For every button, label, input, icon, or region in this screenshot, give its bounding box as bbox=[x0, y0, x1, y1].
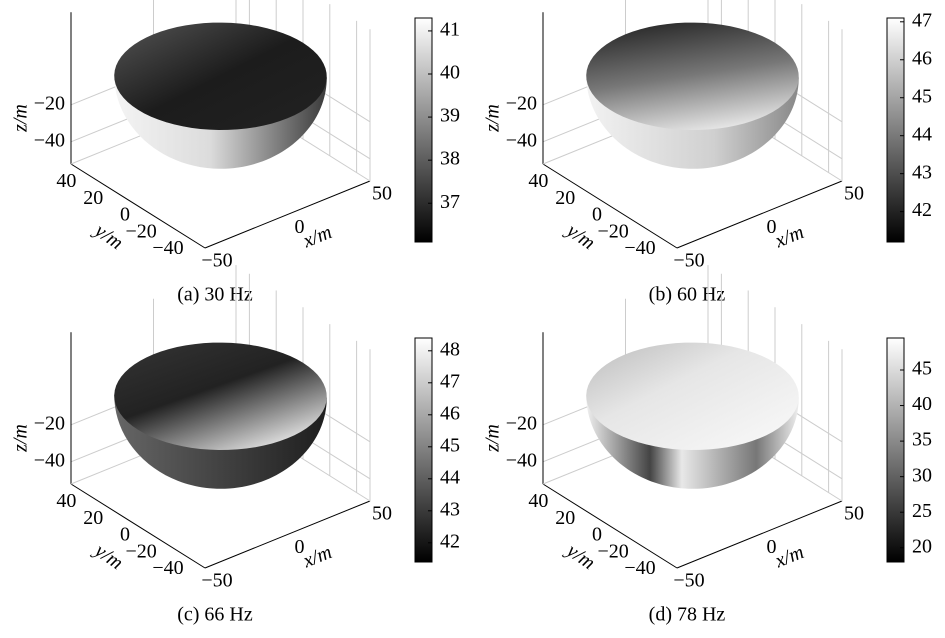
y-tick-label: 0 bbox=[592, 524, 602, 546]
z-tick-label: −40 bbox=[34, 129, 65, 151]
x-tick-label: 0 bbox=[295, 536, 305, 558]
colorbar-tick-label: 43 bbox=[440, 498, 460, 520]
x-tick-label: 50 bbox=[844, 503, 864, 525]
colorbar-tick-label: 46 bbox=[912, 47, 932, 69]
z-tick-label: −20 bbox=[506, 412, 537, 434]
y-axis bbox=[542, 483, 678, 569]
z-tick-label: −40 bbox=[506, 449, 537, 471]
colorbar-tick-label: 42 bbox=[912, 199, 932, 221]
y-tick-label: −20 bbox=[126, 220, 157, 242]
colorbar-tick-label: 38 bbox=[440, 148, 460, 170]
x-tick-label: 0 bbox=[767, 536, 777, 558]
caption: (d) 78 Hz bbox=[649, 604, 726, 626]
y-axis bbox=[70, 163, 206, 249]
x-tick-label: 50 bbox=[844, 183, 864, 205]
x-axis bbox=[676, 180, 843, 249]
z-tick-label: −20 bbox=[34, 412, 65, 434]
colorbar-tick-label: 42 bbox=[440, 530, 460, 552]
z-tick-label: −20 bbox=[34, 92, 65, 114]
colorbar bbox=[886, 17, 905, 243]
x-tick-label: −50 bbox=[673, 570, 704, 592]
y-tick-label: −20 bbox=[598, 540, 629, 562]
y-tick-label: 20 bbox=[555, 187, 575, 209]
colorbar-tick-label: 44 bbox=[912, 123, 932, 145]
colorbar-tick-label: 47 bbox=[440, 370, 460, 392]
x-axis bbox=[204, 500, 371, 569]
colorbar-tick-label: 20 bbox=[912, 535, 932, 557]
x-tick-label: 0 bbox=[767, 216, 777, 238]
colorbar bbox=[414, 337, 433, 563]
caption: (a) 30 Hz bbox=[177, 284, 253, 306]
z-axis-label: z/m bbox=[482, 424, 504, 453]
surface-inner bbox=[586, 22, 799, 131]
surface-inner bbox=[586, 342, 799, 451]
x-tick-label: −50 bbox=[201, 250, 232, 272]
colorbar-tick-label: 44 bbox=[440, 466, 460, 488]
z-tick-label: −20 bbox=[506, 92, 537, 114]
y-tick-label: 20 bbox=[555, 507, 575, 529]
y-tick-label: −40 bbox=[624, 557, 655, 579]
y-tick-label: 0 bbox=[120, 524, 130, 546]
colorbar-tick-label: 45 bbox=[912, 85, 932, 107]
caption: (b) 60 Hz bbox=[649, 284, 726, 306]
z-axis-label: z/m bbox=[10, 104, 32, 133]
z-axis-label: z/m bbox=[482, 104, 504, 133]
colorbar-tick-label: 41 bbox=[440, 19, 460, 41]
surface-inner bbox=[114, 342, 327, 451]
colorbar-tick-label: 25 bbox=[912, 500, 932, 522]
y-tick-label: 40 bbox=[56, 170, 76, 192]
z-tick-label: −40 bbox=[34, 449, 65, 471]
y-tick-label: 20 bbox=[83, 507, 103, 529]
y-tick-label: −40 bbox=[152, 557, 183, 579]
colorbar-tick-label: 30 bbox=[912, 464, 932, 486]
y-axis bbox=[70, 483, 206, 569]
y-tick-label: 40 bbox=[528, 490, 548, 512]
z-tick-label: −40 bbox=[506, 129, 537, 151]
x-tick-label: 0 bbox=[295, 216, 305, 238]
y-axis bbox=[542, 163, 678, 249]
surface-inner bbox=[114, 22, 327, 131]
y-tick-label: 0 bbox=[592, 204, 602, 226]
colorbar-tick-label: 43 bbox=[912, 161, 932, 183]
caption: (c) 66 Hz bbox=[177, 604, 253, 626]
y-tick-label: −40 bbox=[152, 237, 183, 259]
x-tick-label: −50 bbox=[673, 250, 704, 272]
y-tick-label: −20 bbox=[126, 540, 157, 562]
colorbar-tick-label: 40 bbox=[440, 62, 460, 84]
x-tick-label: 50 bbox=[372, 503, 392, 525]
y-tick-label: 20 bbox=[83, 187, 103, 209]
colorbar-tick-label: 39 bbox=[440, 105, 460, 127]
colorbar-tick-label: 47 bbox=[912, 9, 932, 31]
colorbar-tick-label: 40 bbox=[912, 393, 932, 415]
colorbar bbox=[886, 337, 905, 563]
x-tick-label: −50 bbox=[201, 570, 232, 592]
y-tick-label: −40 bbox=[624, 237, 655, 259]
colorbar-tick-label: 46 bbox=[440, 402, 460, 424]
colorbar-tick-label: 37 bbox=[440, 191, 460, 213]
colorbar-tick-label: 35 bbox=[912, 429, 932, 451]
z-axis-label: z/m bbox=[10, 424, 32, 453]
y-tick-label: 40 bbox=[56, 490, 76, 512]
colorbar-tick-label: 48 bbox=[440, 338, 460, 360]
y-tick-label: −20 bbox=[598, 220, 629, 242]
y-tick-label: 40 bbox=[528, 170, 548, 192]
x-tick-label: 50 bbox=[372, 183, 392, 205]
colorbar-tick-label: 45 bbox=[912, 358, 932, 380]
x-axis bbox=[676, 500, 843, 569]
x-axis bbox=[204, 180, 371, 249]
y-tick-label: 0 bbox=[120, 204, 130, 226]
colorbar-tick-label: 45 bbox=[440, 434, 460, 456]
colorbar bbox=[414, 17, 433, 243]
